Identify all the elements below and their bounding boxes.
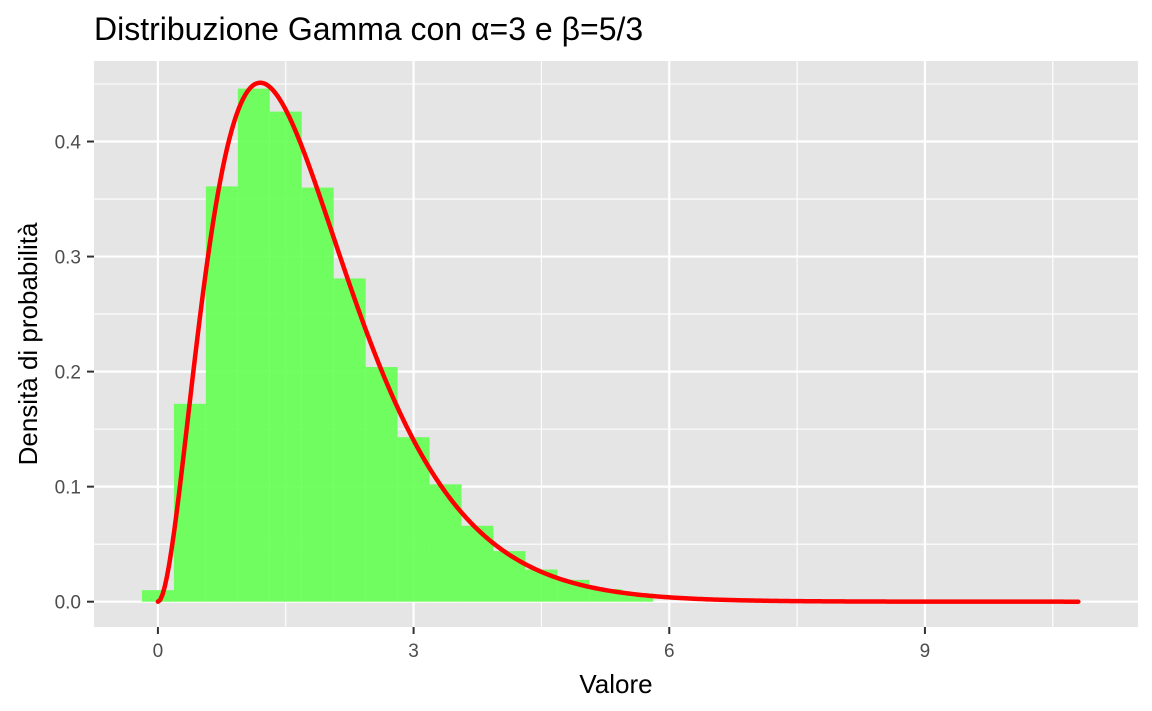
histogram-bar — [397, 437, 430, 602]
y-axis: 0.0 0.1 0.2 0.3 0.4 — [55, 133, 94, 614]
histogram-bar — [141, 590, 174, 602]
chart-title: Distribuzione Gamma con α=3 e β=5/3 — [94, 11, 643, 47]
x-tick-label: 6 — [664, 641, 675, 662]
x-tick-label: 0 — [153, 641, 164, 662]
x-tick-label: 9 — [920, 641, 931, 662]
histogram-bar — [269, 111, 302, 602]
histogram-bar — [365, 367, 398, 602]
x-tick-label: 3 — [408, 641, 419, 662]
histogram-bar — [493, 551, 526, 602]
y-tick-label: 0.1 — [55, 478, 81, 499]
histogram-bar — [237, 88, 270, 602]
y-tick-label: 0.2 — [55, 363, 81, 384]
y-tick-label: 0.3 — [55, 248, 81, 269]
histogram-bar — [621, 593, 654, 602]
histogram-bar — [301, 187, 334, 602]
histogram-bar — [205, 186, 238, 602]
density-curve — [155, 80, 1081, 604]
histogram-bar — [429, 484, 462, 602]
y-tick-label: 0.0 — [55, 593, 81, 614]
histogram-bar — [333, 278, 366, 602]
x-axis: 0 3 6 9 — [153, 627, 931, 662]
y-axis-title: Densità di probabilità — [13, 222, 43, 465]
y-tick-label: 0.4 — [55, 133, 82, 154]
x-axis-title: Valore — [579, 669, 652, 699]
histogram-bars — [141, 88, 654, 602]
